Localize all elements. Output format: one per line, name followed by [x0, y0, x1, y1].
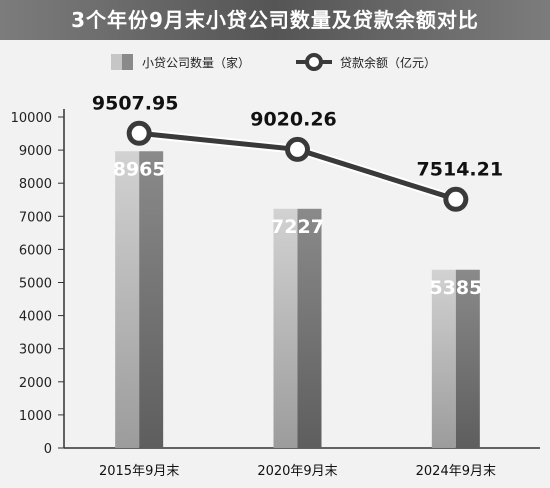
y-tick-label: 6000: [19, 243, 52, 258]
y-tick-label: 7000: [19, 210, 52, 225]
bar-left-face: [431, 269, 456, 448]
line-value-label: 9507.95: [92, 92, 179, 114]
legend-bar-label: 小贷公司数量（家）: [142, 55, 250, 70]
y-tick-label: 0: [44, 442, 52, 457]
title-band: [0, 0, 550, 40]
chart-title: 3个年份9月末小贷公司数量及贷款余额对比: [71, 8, 479, 32]
bar-value-label: 8965: [113, 158, 166, 180]
y-tick-label: 2000: [19, 376, 52, 391]
x-tick-label: 2024年9月末: [416, 464, 496, 479]
bar-left-face: [115, 151, 140, 449]
line-marker: [285, 136, 310, 162]
bar-right-face: [297, 208, 322, 448]
bar-value-label: 5385: [429, 277, 482, 299]
x-tick-label: 2015年9月末: [99, 464, 179, 479]
y-tick-label: 5000: [19, 277, 52, 292]
y-tick-label: 10000: [11, 111, 52, 126]
y-tick-label: 3000: [19, 343, 52, 358]
bar-value-label: 7227: [271, 216, 324, 238]
y-tick-label: 9000: [19, 144, 52, 159]
legend-line-marker: [305, 53, 323, 71]
bar-left-face: [273, 208, 298, 448]
bar-right-face: [139, 151, 164, 449]
bar-right-face: [455, 269, 480, 448]
line-value-label: 9020.26: [250, 108, 337, 130]
x-tick-label: 2020年9月末: [257, 464, 337, 479]
legend-line-label: 贷款余额（亿元）: [340, 55, 436, 70]
y-tick-label: 8000: [19, 177, 52, 192]
line-value-label: 7514.21: [417, 158, 504, 180]
y-tick-label: 4000: [19, 310, 52, 325]
line-marker: [443, 186, 469, 212]
legend-bar-swatch: [111, 54, 133, 70]
y-tick-label: 1000: [19, 409, 52, 424]
line-marker: [126, 120, 152, 146]
